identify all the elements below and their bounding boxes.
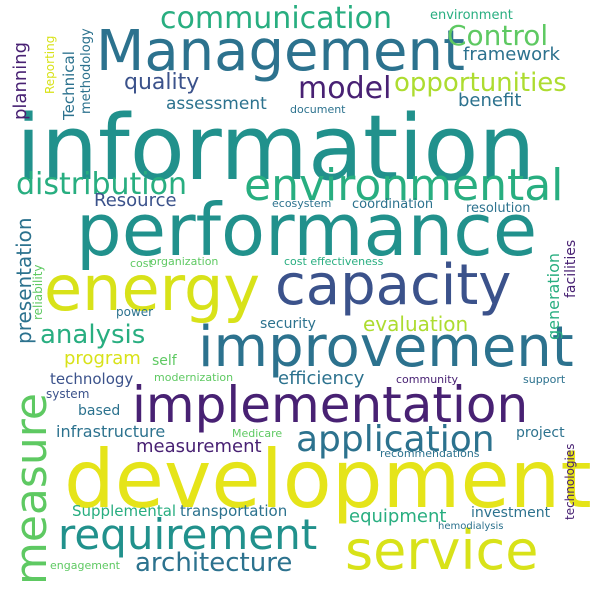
word-methodology: methodology	[79, 28, 94, 114]
word-investment: investment	[471, 505, 551, 521]
word-technical: Technical	[60, 51, 78, 120]
word-recommendations: recommendations	[380, 447, 480, 460]
word-improvement: improvement	[198, 315, 574, 380]
word-community: community	[396, 373, 459, 386]
word-development: development	[64, 433, 590, 526]
word-benefit: benefit	[458, 90, 522, 111]
word-distribution: distribution	[16, 167, 187, 202]
word-management: Management	[96, 19, 465, 84]
word-facilities: facilities	[563, 239, 579, 298]
word-performance: performance	[76, 188, 538, 272]
word-requirement: requirement	[58, 510, 318, 559]
word-engagement: engagement	[50, 559, 120, 572]
word-model: model	[298, 71, 392, 106]
word-infrastructure: infrastructure	[56, 422, 166, 441]
word-supplemental: Supplemental	[72, 502, 177, 520]
word-architecture: architecture	[135, 548, 293, 578]
word-hemodialysis: hemodialysis	[438, 521, 504, 532]
word-based: based	[78, 403, 121, 419]
word-program: program	[64, 348, 141, 369]
word-reliability: reliability	[31, 264, 45, 321]
word-organization: organization	[150, 255, 219, 268]
word-assessment: assessment	[166, 94, 267, 114]
word-cost-effectiveness: cost effectiveness	[284, 255, 384, 268]
word-measurement: measurement	[136, 436, 262, 457]
word-technologies: technologies	[563, 443, 577, 521]
word-cost: cost	[130, 257, 153, 270]
word-planning: planning	[10, 41, 31, 120]
word-efficiency: efficiency	[278, 368, 365, 389]
word-power: power	[116, 305, 154, 319]
word-technology: technology	[50, 370, 134, 388]
word-analysis: analysis	[40, 320, 146, 350]
word-transportation: transportation	[180, 502, 288, 520]
word-capacity: capacity	[275, 253, 512, 318]
word-document: document	[290, 103, 346, 116]
word-application: application	[296, 419, 495, 460]
word-coordination: coordination	[352, 197, 434, 212]
word-environmental: environmental	[244, 160, 564, 211]
word-resolution: resolution	[466, 201, 531, 216]
word-ecosystem: ecosystem	[272, 197, 332, 210]
word-project: project	[516, 425, 565, 441]
word-evaluation: evaluation	[363, 312, 469, 336]
word-service: service	[345, 519, 539, 582]
word-communication: communication	[160, 1, 393, 36]
word-equipment: equipment	[349, 506, 447, 527]
word-generation: generation	[544, 252, 563, 340]
word-environment: environment	[430, 8, 513, 23]
word-support: support	[523, 373, 566, 386]
word-self: self	[152, 353, 177, 369]
word-resource: Resource	[94, 190, 177, 211]
word-implementation: implementation	[132, 376, 529, 434]
word-system: system	[46, 387, 90, 401]
word-medicare: Medicare	[232, 427, 283, 440]
word-information: information	[16, 96, 536, 201]
word-modernization: modernization	[154, 371, 234, 384]
word-security: security	[260, 316, 316, 332]
word-opportunities: opportunities	[394, 68, 567, 98]
word-control: Control	[447, 19, 549, 52]
word-measure: measure	[6, 393, 57, 585]
word-reporting: Reporting	[43, 35, 57, 94]
word-framework: framework	[463, 44, 560, 65]
word-energy: energy	[44, 252, 261, 325]
word-quality: quality	[124, 70, 200, 95]
